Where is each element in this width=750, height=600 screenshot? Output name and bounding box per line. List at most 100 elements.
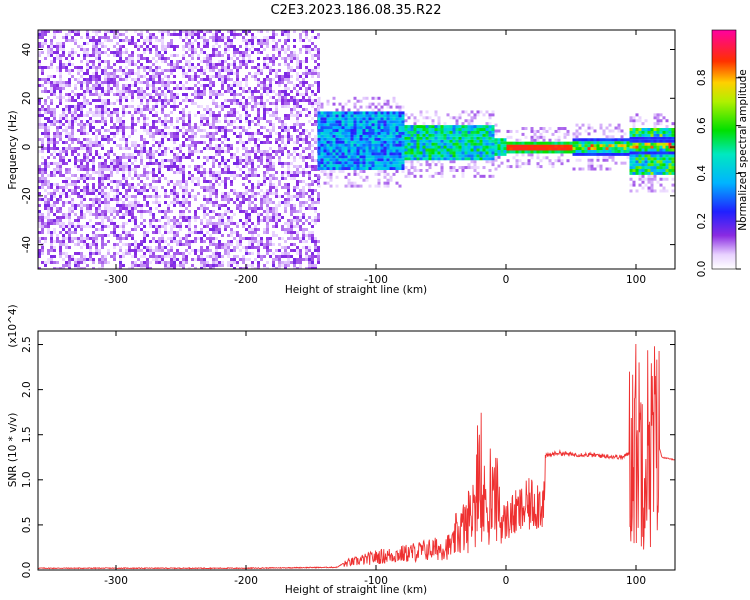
- heatmap-cell: [146, 93, 149, 96]
- heatmap-cell: [83, 198, 86, 201]
- heatmap-cell: [389, 120, 393, 124]
- heatmap-cell: [329, 128, 333, 132]
- heatmap-cell: [74, 192, 77, 195]
- heatmap-cell: [47, 45, 50, 48]
- heatmap-cell: [80, 201, 83, 204]
- heatmap-cell: [122, 237, 125, 240]
- heatmap-cell: [218, 246, 221, 249]
- heatmap-cell: [194, 75, 197, 78]
- heatmap-cell: [209, 237, 212, 240]
- heatmap-cell: [224, 120, 227, 123]
- heatmap-cell: [218, 120, 221, 123]
- heatmap-cell: [53, 168, 56, 171]
- heatmap-cell: [47, 222, 50, 225]
- heatmap-cell: [101, 144, 104, 147]
- heatmap-cell: [62, 228, 65, 231]
- heatmap-cell: [251, 132, 254, 135]
- heatmap-cell: [80, 228, 83, 231]
- heatmap-cell: [41, 216, 44, 219]
- heatmap-cell: [131, 96, 134, 99]
- heatmap-cell: [281, 252, 284, 255]
- heatmap-cell: [314, 60, 317, 63]
- heatmap-cell: [119, 144, 122, 147]
- heatmap-cell: [47, 105, 50, 108]
- heatmap-cell: [101, 168, 104, 171]
- heatmap-cell: [68, 210, 71, 213]
- heatmap-cell: [242, 267, 245, 269]
- heatmap-cell: [353, 102, 357, 106]
- heatmap-cell: [317, 158, 321, 162]
- heatmap-cell: [260, 207, 263, 210]
- heatmap-cell: [374, 126, 378, 130]
- heatmap-cell: [281, 99, 284, 102]
- heatmap-cell: [284, 72, 287, 75]
- heatmap-cell: [227, 57, 230, 60]
- heatmap-cell: [371, 108, 375, 112]
- heatmap-cell: [263, 114, 266, 117]
- heatmap-cell: [149, 183, 152, 186]
- heatmap-cell: [227, 249, 230, 252]
- heatmap-cell: [203, 204, 206, 207]
- heatmap-cell: [266, 222, 269, 225]
- heatmap-cell: [236, 150, 239, 153]
- heatmap-cell: [197, 105, 200, 108]
- heatmap-cell: [125, 111, 128, 114]
- heatmap-cell: [71, 153, 74, 156]
- heatmap-cell: [299, 180, 302, 183]
- heatmap-cell: [239, 54, 242, 57]
- heatmap-cell: [386, 184, 390, 188]
- heatmap-cell: [68, 225, 71, 228]
- heatmap-cell: [185, 132, 188, 135]
- heatmap-cell: [140, 261, 143, 264]
- heatmap-cell: [92, 171, 95, 174]
- heatmap-cell: [92, 87, 95, 90]
- heatmap-cell: [326, 123, 330, 127]
- heatmap-cell: [74, 138, 77, 141]
- heatmap-cell: [137, 225, 140, 228]
- heatmap-cell: [386, 105, 390, 109]
- heatmap-cell: [107, 165, 110, 168]
- heatmap-cell: [71, 63, 74, 66]
- heatmap-cell: [146, 189, 149, 192]
- heatmap-cell: [218, 129, 221, 132]
- heatmap-cell: [311, 42, 314, 45]
- heatmap-cell: [221, 84, 224, 87]
- heatmap-cell: [122, 153, 125, 156]
- heatmap-cell: [122, 225, 125, 228]
- heatmap-cell: [137, 120, 140, 123]
- heatmap-cell: [83, 192, 86, 195]
- heatmap-cell: [98, 261, 101, 264]
- heatmap-cell: [269, 186, 272, 189]
- heatmap-cell: [101, 99, 104, 102]
- heatmap-cell: [62, 114, 65, 117]
- heatmap-cell: [146, 81, 149, 84]
- heatmap-cell: [134, 144, 137, 147]
- heatmap-cell: [341, 169, 345, 173]
- heatmap-cell: [224, 99, 227, 102]
- heatmap-cell: [254, 168, 257, 171]
- heatmap-cell: [260, 183, 263, 186]
- heatmap-cell: [92, 60, 95, 63]
- heatmap-cell: [122, 162, 125, 165]
- heatmap-cell: [107, 81, 110, 84]
- heatmap-cell: [263, 135, 266, 138]
- heatmap-cell: [218, 252, 221, 255]
- heatmap-cell: [287, 264, 290, 267]
- heatmap-cell: [209, 198, 212, 201]
- heatmap-cell: [374, 184, 378, 188]
- heatmap-cell: [119, 129, 122, 132]
- heatmap-cell: [254, 246, 257, 249]
- heatmap-cell: [53, 45, 56, 48]
- heatmap-cell: [95, 54, 98, 57]
- heatmap-cell: [203, 78, 206, 81]
- heatmap-cell: [206, 231, 209, 234]
- heatmap-cell: [383, 167, 387, 171]
- heatmap-cell: [257, 30, 260, 33]
- heatmap-cell: [266, 129, 269, 132]
- heatmap-cell: [53, 231, 56, 234]
- heatmap-cell: [179, 144, 182, 147]
- heatmap-cell: [317, 51, 320, 54]
- heatmap-cell: [374, 111, 378, 115]
- heatmap-cell: [212, 159, 215, 162]
- heatmap-cell: [77, 138, 80, 141]
